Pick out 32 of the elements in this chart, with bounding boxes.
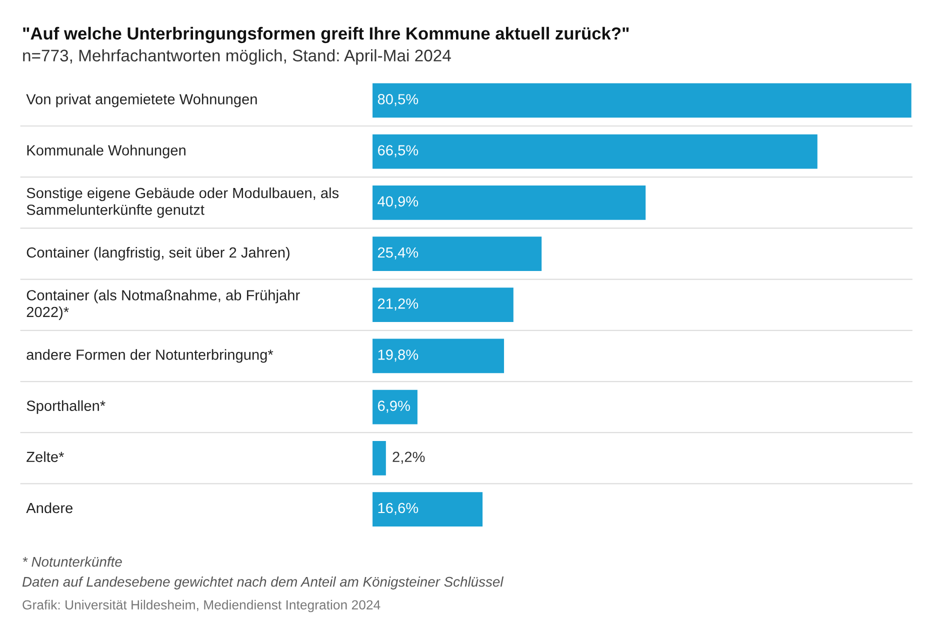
data-label: 40,9%	[378, 196, 418, 208]
chart-title: "Auf welche Unterbringungsformen greift Ihre Kommune aktuell zurück?"	[23, 26, 629, 44]
bar	[372, 388, 419, 426]
data-label: 2,2%	[392, 452, 425, 464]
bar	[372, 490, 484, 528]
y-tick-label: Von privat angemietete Wohnungen	[26, 94, 257, 108]
data-label: 66,5%	[378, 145, 418, 158]
data-label: 16,6%	[378, 502, 418, 515]
bar	[372, 286, 515, 324]
text: n=773, Mehrfachantworten möglich, Stand: April-Mai 2024	[23, 49, 451, 65]
data-label: 19,8%	[378, 350, 418, 362]
data-label: 25,4%	[378, 247, 418, 260]
bar	[372, 440, 388, 477]
bar	[372, 337, 506, 375]
text: Grafik: Universität Hildesheim, Mediendienst Integration 2024	[22, 600, 380, 612]
text: Daten auf Landesebene gewichtet nach dem Anteil am Königsteiner Schlüssel	[22, 576, 504, 590]
y-tick-label: Andere	[26, 502, 72, 514]
y-tick-label: Sporthallen*	[26, 400, 106, 414]
data-label: 6,9%	[378, 400, 410, 413]
y-tick-label: Sonstige eigene Gebäude oder Modulbauen, als Sammelunterkünfte genutzt	[26, 187, 339, 218]
y-tick-label: Container (als Notmaßnahme, ab Frühjahr 2022)*	[26, 290, 300, 320]
data-label: 21,2%	[378, 298, 418, 310]
bar	[372, 235, 543, 272]
y-tick-label: Zelte*	[26, 451, 64, 462]
y-tick-label: Kommunale Wohnungen	[27, 144, 186, 158]
bar	[372, 132, 819, 170]
y-tick-label: Container (langfristig, seit über 2 Jahren)	[26, 246, 290, 261]
data-label: 80,5%	[378, 94, 418, 106]
bar	[372, 82, 912, 120]
text: * Notunterkünfte	[22, 556, 122, 567]
bar	[372, 184, 648, 222]
y-tick-label: andere Formen der Notunterbringung*	[26, 349, 274, 363]
